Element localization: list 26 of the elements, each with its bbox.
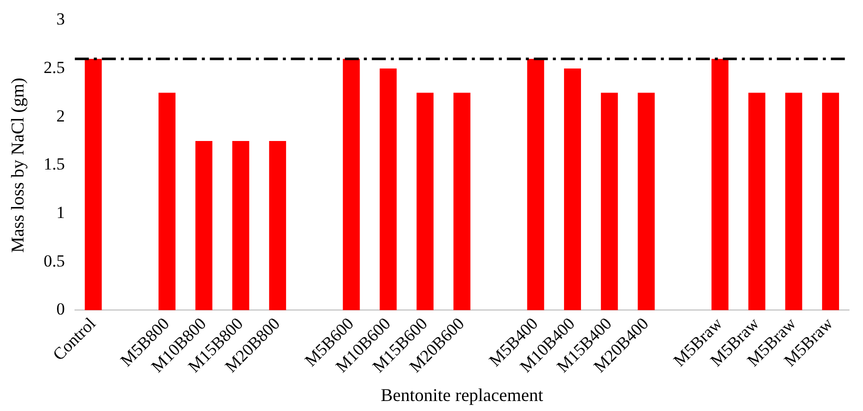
- bar: [269, 141, 286, 310]
- bar: [638, 92, 655, 310]
- x-axis-title: Bentonite replacement: [380, 384, 544, 405]
- y-axis-title: Mass loss by NaCl (gm): [8, 78, 28, 253]
- bar: [527, 58, 544, 310]
- y-tick-label: 2: [56, 106, 65, 126]
- y-tick-label: 1: [56, 203, 65, 222]
- bar: [711, 58, 728, 310]
- bar: [195, 141, 212, 310]
- bar: [822, 92, 840, 310]
- bar: [380, 68, 397, 310]
- bar: [158, 92, 176, 310]
- y-tick-label: 1.5: [44, 154, 65, 174]
- bar: [232, 141, 250, 310]
- bar: [342, 58, 360, 310]
- bar: [84, 58, 102, 310]
- bar: [785, 92, 802, 310]
- bar: [748, 92, 766, 310]
- y-tick-label: 2.5: [44, 58, 65, 78]
- y-tick-label: 3: [56, 10, 65, 29]
- bar: [564, 68, 581, 310]
- y-tick-label: 0.5: [44, 251, 65, 270]
- bar: [453, 92, 470, 310]
- bar: [416, 92, 434, 310]
- y-tick-label: 0: [56, 300, 65, 319]
- bar: [600, 92, 618, 310]
